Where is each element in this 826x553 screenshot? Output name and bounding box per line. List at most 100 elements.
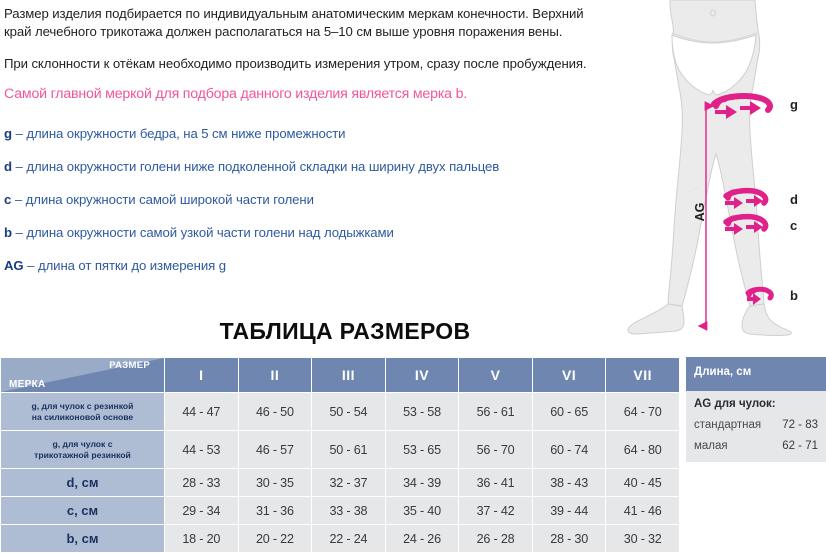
length-row-small-value: 62 - 71 — [782, 440, 818, 452]
row-label-line1: g, для чулок с — [52, 439, 113, 449]
length-row-small-name: малая — [694, 440, 728, 452]
cell-g-knit-6: 60 - 74 — [531, 430, 607, 469]
table-row: d, см 28 - 33 30 - 35 32 - 37 34 - 39 36… — [0, 468, 680, 497]
cell-g-sil-4: 53 - 58 — [384, 392, 460, 431]
definition-text-b: длина окружности самой узкой части голен… — [26, 225, 394, 241]
cell-c-6: 39 - 44 — [531, 496, 607, 525]
definition-text-ag: длина от пятки до измерения g — [37, 258, 226, 274]
row-label-g-knitted: g, для чулок с трикотажной резинкой — [0, 430, 165, 469]
size-header-2: II — [237, 357, 313, 393]
intro-paragraph-2: При склонности к отёкам необходимо произ… — [4, 55, 587, 71]
row-label-line2: трикотажной резинкой — [34, 449, 131, 460]
table-row: g, для чулок с резинкой на силиконовой о… — [0, 392, 680, 431]
female-body-silhouette — [627, 0, 792, 336]
row-label-g-silicone: g, для чулок с резинкой на силиконовой о… — [0, 392, 165, 431]
diagram-label-c: c — [790, 218, 797, 233]
cell-c-2: 31 - 36 — [237, 496, 313, 525]
cell-c-3: 33 - 38 — [311, 496, 386, 525]
cell-g-knit-1: 44 - 53 — [164, 430, 239, 469]
cell-g-sil-7: 64 - 70 — [605, 392, 680, 431]
row-label-line2: на силиконовой основе — [31, 411, 134, 422]
size-header-7: VII — [605, 357, 680, 393]
definition-dash-ag: – — [27, 258, 35, 274]
definition-text-d: длина окружности голени ниже подколенной… — [26, 159, 500, 175]
cell-g-sil-3: 50 - 54 — [311, 392, 386, 431]
cell-d-3: 32 - 37 — [311, 468, 386, 497]
table-corner-cell: РАЗМЕР МЕРКА — [0, 357, 165, 393]
cell-c-4: 35 - 40 — [384, 496, 460, 525]
length-table: Длина, см AG для чулок: стандартная 72 -… — [686, 357, 826, 462]
length-row-standard-value: 72 - 83 — [782, 419, 818, 431]
length-table-body: AG для чулок: стандартная 72 - 83 малая … — [686, 391, 826, 462]
size-table-header-row: РАЗМЕР МЕРКА I II III IV V VI VII — [0, 357, 680, 393]
definition-key-b: b — [4, 225, 12, 241]
diagram-label-d: d — [790, 192, 798, 207]
definition-dash-b: – — [15, 225, 23, 241]
definition-dash-d: – — [15, 159, 23, 175]
cell-g-sil-1: 44 - 47 — [164, 392, 239, 431]
description-column: Размер изделия подбирается по индивидуал… — [0, 0, 612, 274]
definition-key-d: d — [4, 159, 12, 175]
cell-d-4: 34 - 39 — [384, 468, 460, 497]
row-label-c: c, см — [0, 496, 165, 525]
definition-key-c: c — [4, 192, 12, 208]
cell-c-7: 41 - 46 — [605, 496, 680, 525]
length-row-standard: стандартная 72 - 83 — [694, 419, 818, 431]
leg-measurement-diagram: AG g d c b — [600, 0, 826, 350]
measure-arrow-d: d — [723, 187, 798, 209]
ag-axis-label: AG — [693, 203, 707, 222]
length-table-caption: AG для чулок: — [694, 398, 776, 410]
size-header-5: V — [458, 357, 533, 393]
diagram-label-g: g — [790, 97, 798, 112]
row-label-line1: g, для чулок с резинкой — [31, 401, 134, 411]
cell-g-knit-3: 50 - 61 — [311, 430, 386, 469]
intro-paragraph-1: Размер изделия подбирается по индивидуал… — [4, 6, 584, 40]
definition-dash-c: – — [14, 192, 23, 208]
ag-measure-line: AG — [693, 101, 715, 331]
definition-item-g: g – длина окружности бедра, на 5 см ниже… — [4, 104, 612, 142]
cell-g-knit-5: 56 - 70 — [458, 430, 533, 469]
definition-text-c: длина окружности самой широкой части гол… — [25, 192, 314, 208]
cell-d-2: 30 - 35 — [237, 468, 313, 497]
page-title: ТАБЛИЦА РАЗМЕРОВ — [219, 318, 471, 344]
table-row: g, для чулок с трикотажной резинкой 44 -… — [0, 430, 680, 469]
definition-dash-g: – — [15, 126, 23, 142]
definition-item-c: c – длина окружности самой широкой части… — [4, 175, 612, 208]
size-header-6: VI — [531, 357, 607, 393]
definition-item-ag: AG – длина от пятки до измерения g — [4, 241, 612, 274]
cell-g-knit-7: 64 - 80 — [605, 430, 680, 469]
length-row-standard-name: стандартная — [694, 419, 762, 431]
size-table: РАЗМЕР МЕРКА I II III IV V VI VII g, для… — [0, 357, 680, 553]
cell-g-knit-4: 53 - 65 — [384, 430, 460, 469]
cell-d-6: 38 - 43 — [531, 468, 607, 497]
definition-item-b: b – длина окружности самой узкой части г… — [4, 208, 612, 241]
cell-g-knit-2: 46 - 57 — [237, 430, 313, 469]
corner-label-measure: МЕРКА — [9, 379, 46, 390]
table-row: c, см 29 - 34 31 - 36 33 - 38 35 - 40 37… — [0, 496, 680, 525]
length-table-header: Длина, см — [686, 357, 826, 391]
size-header-4: IV — [384, 357, 460, 393]
tables-area: РАЗМЕР МЕРКА I II III IV V VI VII g, для… — [0, 357, 826, 553]
size-header-3: III — [311, 357, 386, 393]
row-label-d: d, см — [0, 468, 165, 497]
corner-label-size: РАЗМЕР — [109, 360, 150, 371]
cell-d-7: 40 - 45 — [605, 468, 680, 497]
cell-g-sil-5: 56 - 61 — [458, 392, 533, 431]
diagram-label-b: b — [790, 288, 798, 303]
measure-arrow-g: g — [711, 93, 798, 119]
measure-arrow-c: c — [723, 213, 797, 235]
definition-key-ag: AG — [4, 258, 24, 274]
size-header-1: I — [164, 357, 239, 393]
cell-c-5: 37 - 42 — [458, 496, 533, 525]
cell-d-5: 36 - 41 — [458, 468, 533, 497]
corner-diagonal-divider — [1, 358, 164, 392]
cell-d-1: 28 - 33 — [164, 468, 239, 497]
cell-g-sil-6: 60 - 65 — [531, 392, 607, 431]
cell-g-sil-2: 46 - 50 — [237, 392, 313, 431]
measurement-definitions-list: g – длина окружности бедра, на 5 см ниже… — [0, 104, 612, 274]
measure-arrow-b: b — [745, 286, 798, 305]
cell-c-1: 29 - 34 — [164, 496, 239, 525]
highlight-note: Самой главной меркой для подбора данного… — [4, 86, 468, 103]
definition-key-g: g — [4, 126, 12, 142]
definition-item-d: d – длина окружности голени ниже подколе… — [4, 142, 612, 175]
